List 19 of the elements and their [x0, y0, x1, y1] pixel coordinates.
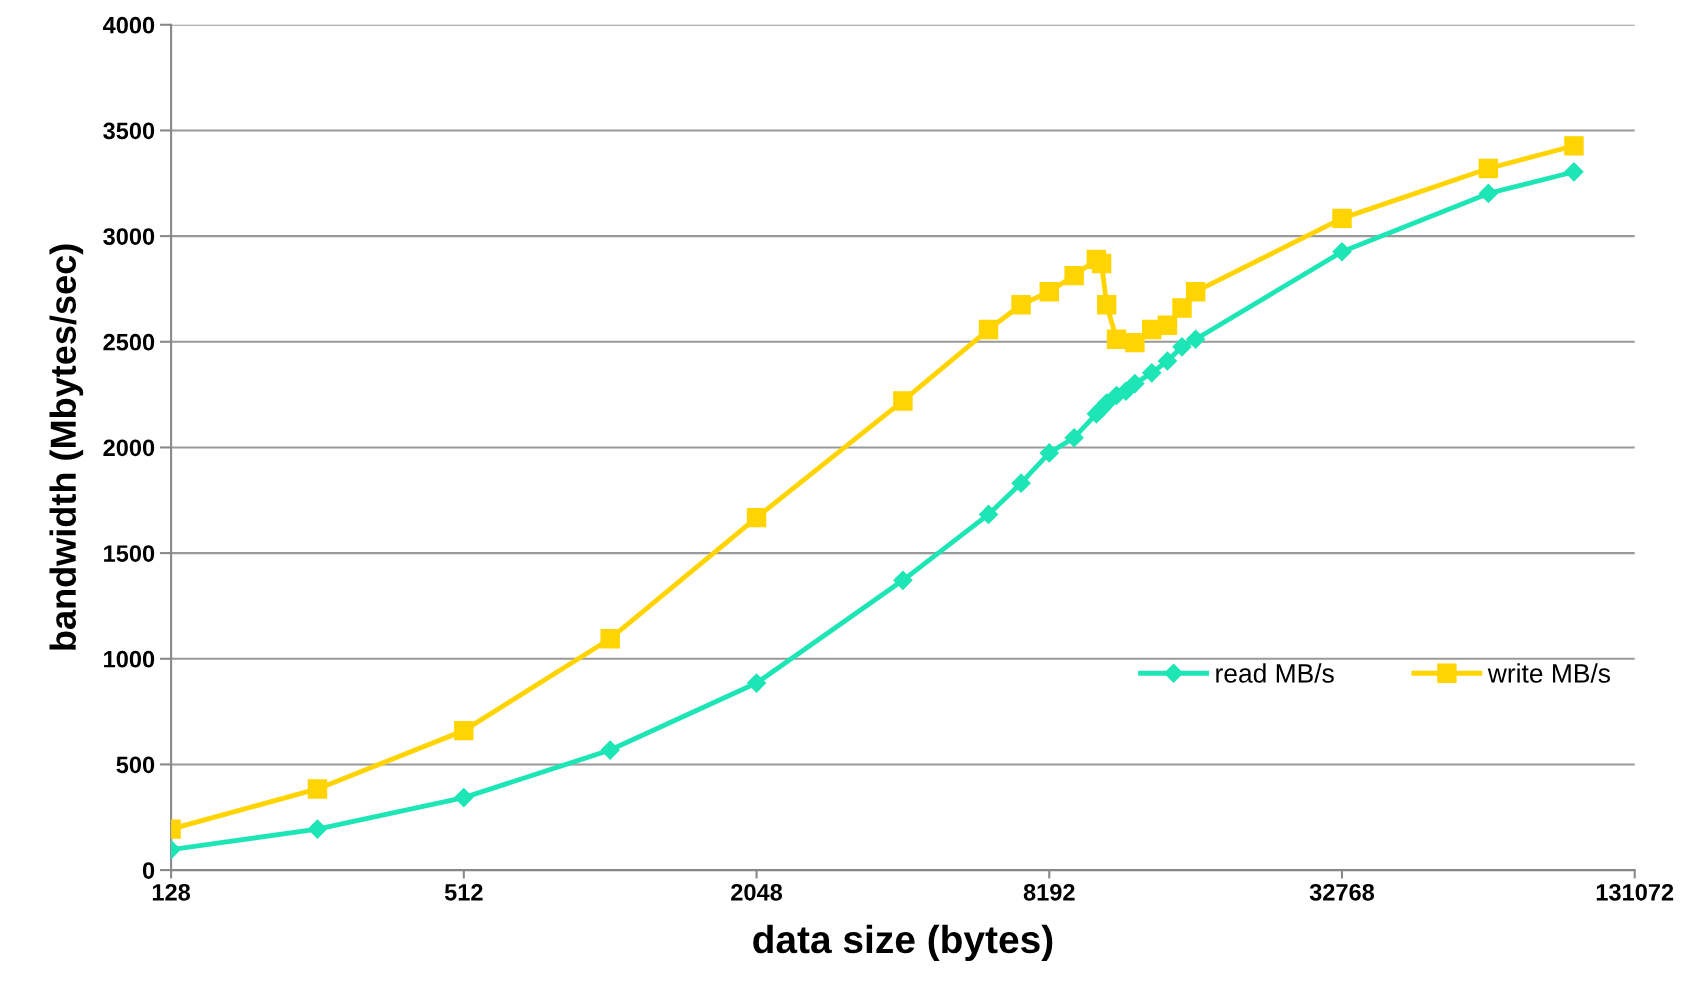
y-tick-label: 2500: [103, 333, 155, 351]
x-tick-label: 2048: [731, 883, 783, 901]
x-tick-label: 131072: [1596, 883, 1674, 901]
legend-label: read MB/s: [1216, 663, 1334, 683]
y-tick-label: 3500: [103, 122, 155, 140]
y-tick-label: 500: [116, 756, 155, 774]
y-tick-label: 1500: [104, 545, 155, 562]
y-tick-label: 2000: [103, 439, 155, 457]
legend-label: write MB/s: [1487, 663, 1611, 683]
x-tick-label: 8192: [1023, 883, 1075, 901]
y-tick-label: 0: [142, 862, 155, 879]
x-axis-title: data size (bytes): [753, 924, 1053, 961]
y-axis-title: bandwidth (Mbytes/sec): [49, 244, 84, 650]
x-tick-label: 128: [152, 883, 191, 901]
y-tick-label: 1000: [104, 650, 155, 668]
y-tick-label: 3000: [103, 228, 155, 245]
y-tick-label: 4000: [102, 16, 155, 34]
x-tick-label: 32768: [1309, 883, 1375, 901]
x-tick-label: 512: [444, 883, 483, 901]
